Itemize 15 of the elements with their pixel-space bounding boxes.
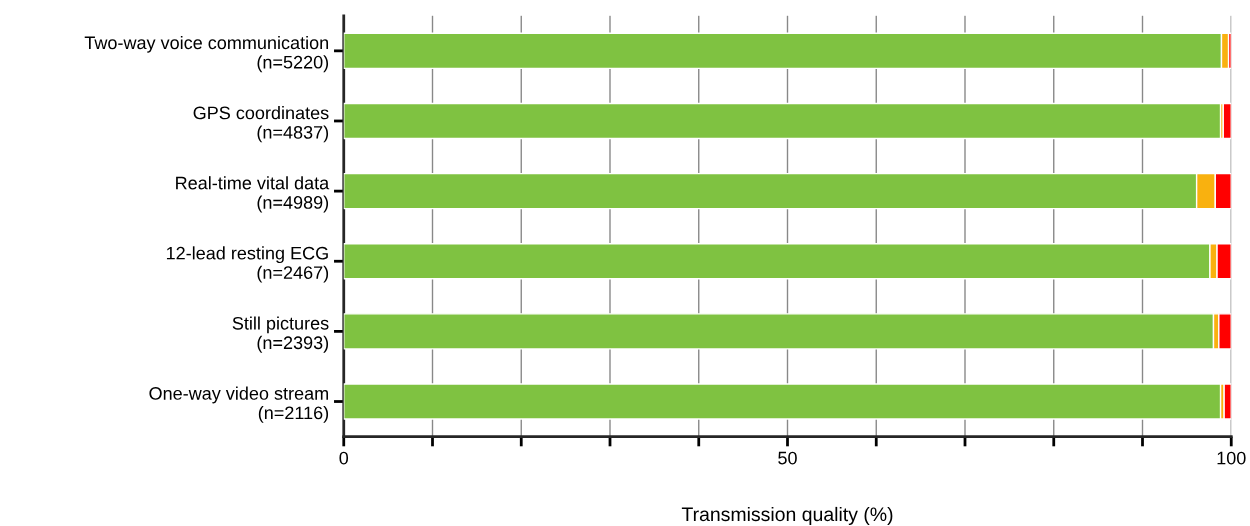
y-tick-label: Two-way voice communication (n=5220) xyxy=(84,35,329,73)
y-tick-label: GPS coordinates (n=4837) xyxy=(193,106,329,143)
x-tick-label: 100 xyxy=(1217,451,1246,465)
x-tick-label: 50 xyxy=(778,451,797,465)
y-tick-label: Still pictures (n=2393) xyxy=(232,316,329,353)
bar xyxy=(1223,383,1232,420)
bar xyxy=(1222,102,1232,140)
bar xyxy=(343,313,1215,350)
x-axis-title: Transmission quality (%) xyxy=(681,506,893,526)
x-tick-label: 0 xyxy=(339,451,349,465)
y-tick-label: 12-lead resting ECG (n=2467) xyxy=(166,246,329,283)
y-tick-label: One-way video stream (n=2116) xyxy=(149,386,329,423)
bar xyxy=(343,383,1222,420)
bar xyxy=(343,102,1222,140)
y-tick-label: Real-time vital data (n=4989) xyxy=(176,176,330,213)
